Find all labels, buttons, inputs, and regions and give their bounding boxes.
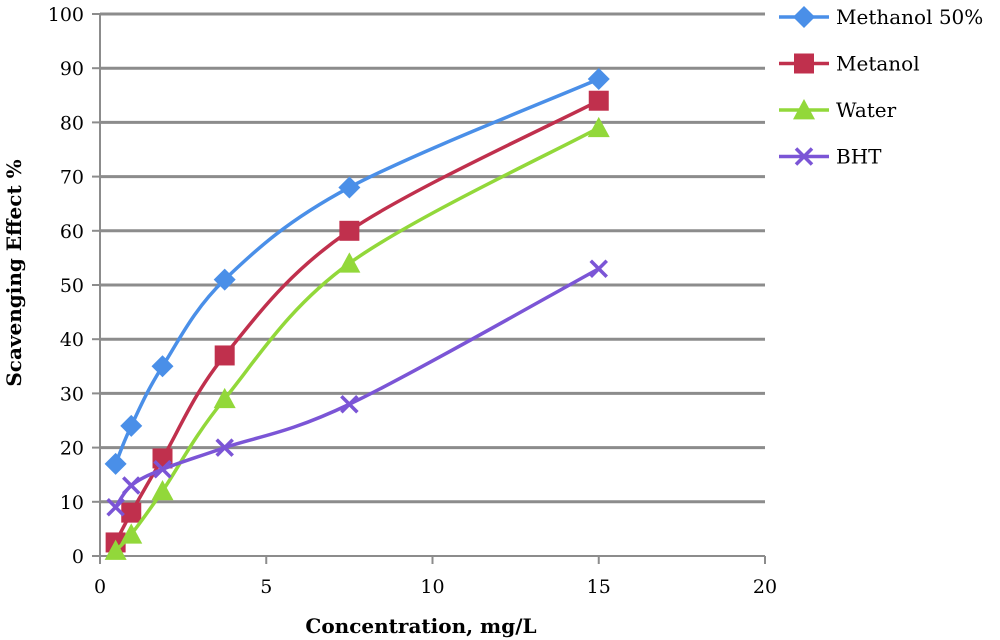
- legend-marker: [794, 53, 814, 74]
- data-point: [151, 355, 174, 378]
- gridlines: [100, 12, 765, 504]
- data-point: [587, 68, 610, 91]
- marker-stroke: [215, 438, 234, 457]
- legend-item: Metanol: [779, 52, 920, 76]
- legend-marker: [793, 6, 815, 28]
- data-point: [213, 387, 236, 409]
- series-water: [104, 116, 610, 560]
- marker-stroke: [153, 460, 172, 479]
- data-point: [339, 220, 360, 241]
- y-tick-label: 60: [60, 221, 84, 243]
- x-axis-title: Concentration, mg/L: [305, 614, 536, 638]
- x-tick-label: 5: [260, 576, 272, 598]
- axes: [92, 13, 766, 564]
- series-layer: [104, 68, 610, 560]
- y-tick-label: 90: [60, 58, 84, 80]
- data-point: [340, 395, 359, 414]
- tick-labels: 0 10 20 30 40 50 60 70 80 90 100 0 5 10 15 20: [48, 4, 777, 598]
- data-point: [106, 497, 125, 517]
- series-bht: [106, 259, 608, 517]
- x-tick-label: 0: [94, 576, 106, 598]
- marker-stroke: [106, 497, 125, 517]
- marker-stroke: [794, 147, 814, 166]
- data-point: [213, 268, 236, 291]
- data-point: [104, 452, 127, 475]
- marker-stroke: [122, 476, 141, 495]
- y-tick-label: 100: [48, 4, 84, 26]
- legend-item: Water: [779, 98, 897, 122]
- data-point: [120, 523, 143, 544]
- data-point: [589, 259, 608, 278]
- data-point: [214, 345, 235, 366]
- legend-label: Water: [836, 98, 897, 122]
- y-axis-title: Scavenging Effect %: [2, 159, 26, 386]
- data-point: [587, 116, 610, 138]
- data-point: [338, 252, 361, 273]
- y-tick-label: 10: [60, 492, 84, 514]
- y-tick-label: 50: [60, 275, 84, 297]
- legend-marker: [793, 99, 815, 120]
- legend-label: Metanol: [836, 52, 920, 76]
- data-point: [588, 90, 609, 111]
- marker-stroke: [589, 259, 608, 278]
- data-point: [153, 460, 172, 479]
- y-tick-label: 70: [60, 167, 84, 189]
- data-point: [120, 414, 143, 437]
- data-point: [338, 176, 361, 199]
- legend-label: BHT: [836, 145, 882, 169]
- legend-item: Methanol 50%: [779, 5, 983, 29]
- y-tick-label: 20: [60, 438, 84, 460]
- y-tick-label: 40: [60, 329, 84, 351]
- legend-label: Methanol 50%: [836, 5, 983, 29]
- marker-stroke: [340, 395, 359, 414]
- data-point: [121, 502, 142, 523]
- x-tick-label: 15: [587, 576, 611, 598]
- series-methanol-50-: [104, 68, 610, 475]
- legend-marker: [794, 147, 814, 166]
- legend: Methanol 50% Metanol Water BHT: [779, 5, 983, 169]
- series-line: [114, 267, 600, 509]
- y-tick-label: 30: [60, 383, 84, 405]
- y-tick-label: 80: [60, 112, 84, 134]
- data-point: [104, 539, 127, 560]
- data-point: [215, 438, 234, 457]
- y-tick-label: 0: [72, 546, 84, 568]
- x-tick-label: 10: [420, 576, 444, 598]
- data-point: [151, 479, 174, 501]
- legend-item: BHT: [779, 145, 882, 169]
- x-tick-label: 20: [753, 576, 777, 598]
- data-point: [122, 476, 141, 495]
